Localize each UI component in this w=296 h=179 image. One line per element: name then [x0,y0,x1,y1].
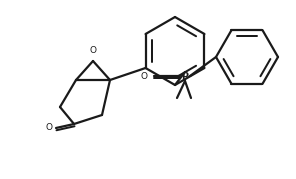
Text: O: O [46,123,52,132]
Text: P: P [181,71,189,81]
Text: O: O [89,45,96,54]
Text: O: O [141,71,147,81]
